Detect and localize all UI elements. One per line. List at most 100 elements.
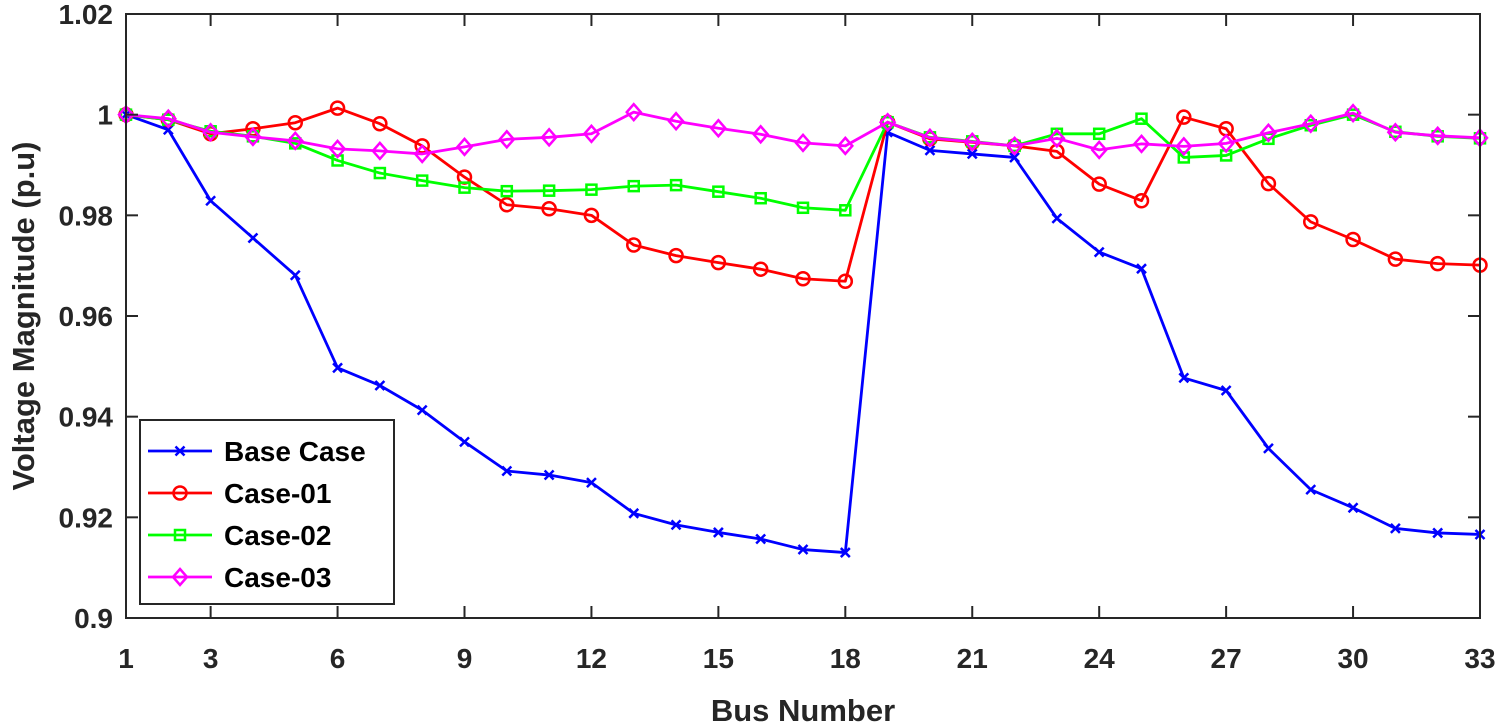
legend-item: Case-03 xyxy=(148,562,331,593)
data-point xyxy=(797,544,809,555)
data-point xyxy=(1009,152,1020,163)
y-axis-label: Voltage Magnitude (p.u) xyxy=(6,141,41,490)
data-point xyxy=(752,261,769,277)
data-point xyxy=(1051,212,1063,224)
x-tick-label: 33 xyxy=(1464,643,1495,674)
data-point xyxy=(1133,192,1150,209)
data-point xyxy=(1347,502,1359,514)
data-point xyxy=(329,100,346,116)
data-point xyxy=(1177,151,1191,164)
data-point xyxy=(712,527,724,538)
data-point xyxy=(710,254,727,271)
x-tick-label: 9 xyxy=(457,643,473,674)
data-point xyxy=(205,195,217,207)
x-tick-label: 15 xyxy=(703,643,734,674)
y-tick-label: 0.92 xyxy=(59,502,114,533)
y-tick-label: 0.9 xyxy=(74,603,113,634)
data-point xyxy=(626,237,642,253)
data-point xyxy=(501,465,513,477)
data-point xyxy=(416,404,428,416)
data-point xyxy=(1135,112,1148,125)
data-point xyxy=(289,269,301,281)
data-point xyxy=(836,135,854,156)
data-point xyxy=(1303,214,1319,230)
data-point xyxy=(1263,442,1274,454)
data-point xyxy=(414,138,430,154)
data-point xyxy=(371,141,389,161)
data-point xyxy=(628,507,640,519)
data-point xyxy=(1305,484,1317,496)
data-point xyxy=(878,112,897,133)
data-point xyxy=(795,271,811,287)
y-tick-label: 1 xyxy=(97,100,113,131)
legend-swatch-marker xyxy=(171,567,189,587)
data-point xyxy=(543,469,555,481)
data-point xyxy=(627,179,640,193)
data-point xyxy=(286,130,304,151)
data-point xyxy=(583,207,600,224)
y-tick-label: 0.96 xyxy=(59,301,114,332)
data-point xyxy=(586,477,597,488)
data-point xyxy=(712,185,725,198)
data-point xyxy=(1136,263,1147,275)
data-point xyxy=(201,122,220,143)
data-point xyxy=(667,111,685,132)
x-tick-label: 24 xyxy=(1084,643,1116,674)
data-point xyxy=(839,204,852,217)
legend: Base Case Case-01 Case-02 Case-03 xyxy=(139,419,395,605)
data-point xyxy=(541,201,557,217)
legend-item: Case-01 xyxy=(148,478,331,509)
data-point xyxy=(247,232,259,244)
data-point xyxy=(1345,231,1361,248)
data-point xyxy=(1432,527,1444,539)
legend-label: Base Case xyxy=(224,436,366,467)
data-point xyxy=(540,127,558,148)
data-point xyxy=(328,138,347,159)
data-point xyxy=(1387,251,1404,267)
data-point xyxy=(582,123,601,144)
data-point xyxy=(1176,109,1192,125)
data-point xyxy=(1260,175,1277,192)
x-tick-label: 1 xyxy=(118,643,134,674)
data-point xyxy=(1220,385,1232,396)
data-point xyxy=(1178,372,1190,384)
data-point xyxy=(287,114,303,131)
x-tick-label: 6 xyxy=(330,643,346,674)
data-point xyxy=(244,126,262,147)
data-point xyxy=(415,174,429,187)
y-tick-label: 1.02 xyxy=(59,0,114,30)
data-point xyxy=(458,181,471,194)
data-point xyxy=(881,115,894,129)
axis-ticks: 1 3 6 9 12 15 18 21 24 27 30 33 0.9 0.92 0.94 0.96 0.98 1… xyxy=(59,0,1496,674)
legend-swatch-marker xyxy=(173,528,187,542)
series-line xyxy=(125,110,1481,156)
data-point xyxy=(670,519,682,531)
legend-swatch-marker xyxy=(174,445,186,457)
data-point xyxy=(1344,103,1362,124)
series-line xyxy=(125,113,1481,212)
data-point xyxy=(455,136,474,157)
data-point xyxy=(413,144,431,164)
legend-swatch-marker xyxy=(172,485,188,501)
data-point xyxy=(585,183,598,196)
series-line xyxy=(125,106,1481,283)
data-point xyxy=(709,118,728,139)
data-point xyxy=(1132,133,1151,154)
x-axis-label: Bus Number xyxy=(711,693,895,726)
legend-label: Case-01 xyxy=(224,478,331,509)
data-point xyxy=(1175,136,1193,157)
data-point xyxy=(794,132,812,153)
x-tick-label: 18 xyxy=(830,643,861,674)
data-point xyxy=(1048,128,1066,149)
y-tick-label: 0.94 xyxy=(59,402,114,433)
data-point xyxy=(1005,135,1024,156)
data-point xyxy=(542,184,556,197)
data-point xyxy=(499,197,515,213)
data-point xyxy=(1429,255,1446,272)
x-tick-label: 30 xyxy=(1337,643,1368,674)
data-point xyxy=(966,148,978,160)
data-point xyxy=(1217,133,1235,154)
data-point xyxy=(752,124,770,145)
x-tick-label: 3 xyxy=(203,643,219,674)
